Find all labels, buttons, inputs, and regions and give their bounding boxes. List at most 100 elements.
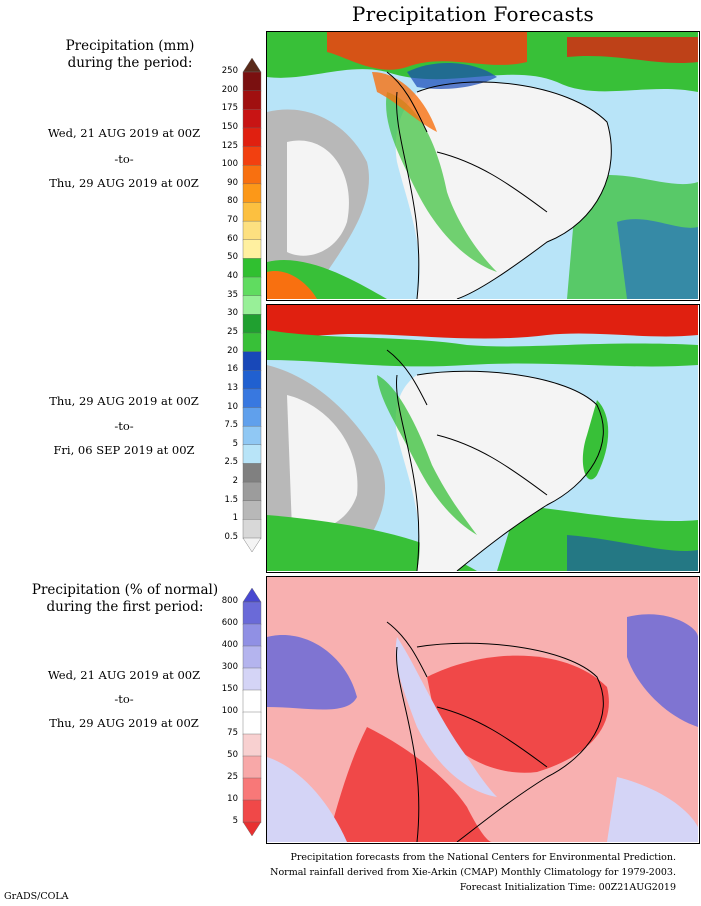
mm-colorbar-segment [242,183,262,204]
mm-colorbar-tick-label: 25 [227,326,238,337]
period3-sep: -to- [114,692,134,706]
period3-end: Thu, 29 AUG 2019 at 00Z [49,716,199,730]
mm-colorbar-tick-label: 2.5 [224,457,238,468]
pct-colorbar-tick-label: 400 [221,640,238,650]
mm-colorbar-tick-label: 100 [221,159,238,170]
mm-colorbar-tick-label: 35 [227,289,238,300]
mm-colorbar-segment [242,537,262,552]
footer-line3: Forecast Initialization Time: 00Z21AUG20… [459,882,676,893]
forecast-map-week1 [266,31,700,301]
mm-colorbar-segment [242,146,262,166]
period2-sep: -to- [114,419,134,433]
pct-colorbar-tick-label: 50 [227,750,238,760]
pct-colorbar-segment [242,588,262,603]
mm-colorbar-tick-label: 40 [227,271,238,282]
legend-mm-title-line2: during the period: [67,55,193,71]
pct-colorbar-tick-label: 100 [221,706,238,716]
pct-colorbar-segment [242,645,262,669]
pct-colorbar [242,588,262,836]
pct-colorbar-segment [242,777,262,801]
mm-colorbar-tick-label: 200 [221,84,238,95]
mm-colorbar-segment [242,444,262,465]
pct-colorbar-tick-label: 25 [227,772,238,782]
mm-colorbar-tick-label: 16 [227,364,238,375]
mm-colorbar-segment [242,90,262,110]
pct-colorbar-segment [242,601,262,625]
pct-colorbar-tick-label: 150 [221,684,238,694]
pct-colorbar-tick-label: 300 [221,662,238,672]
mm-colorbar-segment [242,71,262,92]
percent-normal-map [266,576,700,844]
mm-colorbar-tick-label: 13 [227,382,238,393]
period2-start: Thu, 29 AUG 2019 at 00Z [49,394,199,408]
mm-colorbar-segment [242,463,262,483]
mm-colorbar-segment [242,258,262,278]
period3-start: Wed, 21 AUG 2019 at 00Z [47,668,201,682]
mm-colorbar-segment [242,314,262,334]
mm-colorbar-segment [242,276,262,297]
pct-colorbar-segment [242,821,262,836]
mm-colorbar-tick-label: 2 [232,476,238,487]
mm-colorbar-tick-label: 250 [221,66,238,76]
pct-colorbar-segment [242,667,262,691]
mm-colorbar-segment [242,109,262,129]
mm-colorbar-tick-label: 30 [227,308,238,319]
pct-colorbar-segment [242,711,262,735]
mm-colorbar [242,58,262,552]
footer-line2: Normal rainfall derived from Xie-Arkin (… [270,867,676,878]
mm-colorbar-segment [242,500,262,521]
mm-colorbar-segment [242,407,262,427]
mm-colorbar-tick-label: 150 [221,121,238,132]
legend-mm-title: Precipitation (mm) during the period: [0,38,260,72]
mm-colorbar-segment [242,220,262,241]
pct-colorbar-segment [242,799,262,823]
legend-pct-title: Precipitation (% of normal) during the f… [0,582,250,616]
mm-colorbar-segment [242,295,262,316]
pct-colorbar-segment [242,689,262,713]
mm-colorbar-tick-label: 1.5 [224,494,238,505]
mm-colorbar-tick-label: 7.5 [224,420,238,431]
mm-colorbar-segment [242,351,262,371]
pct-colorbar-tick-label: 5 [232,816,238,826]
mm-colorbar-tick-label: 5 [232,438,238,449]
mm-colorbar-tick-label: 20 [227,345,238,356]
mm-colorbar-segment [242,127,262,148]
pct-colorbar-segment [242,733,262,757]
pct-colorbar-tick-label: 800 [221,596,238,606]
footer-line1: Precipitation forecasts from the Nationa… [290,852,677,863]
mm-colorbar-segment [242,164,262,185]
pct-colorbar-segment [242,623,262,647]
mm-colorbar-tick-label: 175 [221,103,238,114]
mm-colorbar-tick-label: 0.5 [224,532,238,542]
mm-colorbar-tick-label: 70 [227,215,238,226]
period1-end: Thu, 29 AUG 2019 at 00Z [49,176,199,190]
mm-colorbar-segment [242,388,262,409]
mm-colorbar-tick-label: 10 [227,401,238,412]
legend-pct-title-line2: during the first period: [46,599,204,615]
mm-colorbar-tick-label: 80 [227,196,238,207]
mm-colorbar-tick-label: 60 [227,233,238,244]
legend-mm-title-line1: Precipitation (mm) [65,38,195,54]
mm-colorbar-tick-label: 1 [232,513,238,524]
period1-start: Wed, 21 AUG 2019 at 00Z [47,126,201,140]
mm-colorbar-segment [242,519,262,539]
mm-colorbar-segment [242,332,262,353]
mm-colorbar-segment [242,239,262,260]
period2-end: Fri, 06 SEP 2019 at 00Z [53,443,195,457]
pct-colorbar-tick-label: 10 [227,794,238,804]
pct-colorbar-tick-label: 600 [221,618,238,628]
pct-colorbar-tick-label: 75 [227,728,238,738]
mm-colorbar-tick-label: 50 [227,252,238,263]
pct-colorbar-segment [242,755,262,779]
forecast-map-week2 [266,304,700,573]
page-title: Precipitation Forecasts [351,2,595,26]
mm-colorbar-segment [242,425,262,446]
mm-colorbar-segment [242,370,262,390]
mm-colorbar-tick-label: 125 [221,140,238,151]
legend-pct-title-line1: Precipitation (% of normal) [31,582,219,598]
grads-credit: GrADS/COLA [4,891,69,902]
mm-colorbar-segment [242,481,262,502]
mm-colorbar-tick-label: 90 [227,177,238,188]
period1-sep: -to- [114,152,134,166]
mm-colorbar-segment [242,202,262,222]
